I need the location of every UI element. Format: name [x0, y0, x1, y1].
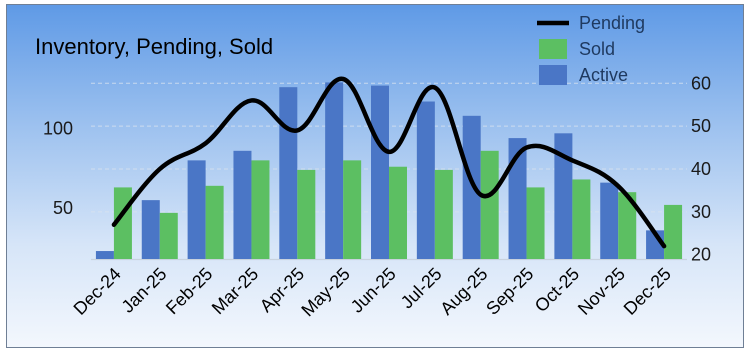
y-right-tick-label: 40	[691, 159, 711, 179]
y-right-tick-label: 60	[691, 73, 711, 93]
legend-label: Sold	[579, 39, 615, 59]
pending-series-line	[111, 76, 667, 249]
chart-svg: 50 100 20 30 40 50 60 Dec-24Jan-25Feb-25Mar-2…	[35, 13, 711, 321]
x-tick-label: Jan-25	[118, 264, 171, 317]
y-right-tick-label: 50	[691, 116, 711, 136]
bar-sold	[480, 150, 499, 259]
x-tick-label: Feb-25	[162, 264, 216, 318]
bar-sold	[572, 179, 591, 259]
bar-active	[508, 138, 527, 259]
legend-label: Pending	[579, 13, 645, 33]
bar-sold	[343, 160, 362, 259]
bar-active	[600, 182, 619, 259]
bar-active	[187, 160, 206, 259]
x-tick-label: Aug-25	[436, 264, 491, 319]
bar-sold	[618, 192, 637, 259]
legend-swatch-box	[539, 65, 567, 85]
bar-sold	[159, 212, 178, 259]
bar-active	[371, 85, 389, 259]
legend: Pending Sold Active	[537, 13, 645, 85]
bar-active	[233, 150, 252, 259]
chart-frame: 50 100 20 30 40 50 60 Dec-24 Jan-25 Feb-25 Mar-2…	[6, 4, 744, 348]
y-right-tick-label: 30	[691, 202, 711, 222]
bars	[95, 82, 683, 260]
x-tick-label: Mar-25	[208, 264, 262, 318]
bar-active	[325, 82, 344, 259]
bar-sold	[251, 160, 270, 259]
x-tick-label: Jun-25	[347, 264, 400, 317]
y-right-tick-label: 20	[691, 245, 711, 265]
bar-active	[554, 133, 573, 259]
bar-sold	[664, 204, 683, 259]
bar-sold	[297, 169, 316, 259]
bar-sold	[205, 185, 224, 259]
bar-sold	[434, 169, 453, 259]
x-axis: Dec-24Jan-25Feb-25Mar-25Apr-25May-25Jun-…	[70, 264, 675, 321]
x-tick-label: Nov-25	[574, 264, 629, 319]
y-left-tick-label: 100	[43, 119, 73, 139]
y-axis-left: 50 100	[43, 119, 73, 219]
pending-line	[111, 76, 667, 249]
bar-active	[462, 115, 481, 260]
x-tick-label: Dec-25	[620, 264, 675, 319]
bar-sold	[526, 187, 545, 259]
bar-active	[95, 251, 114, 259]
chart-title: Inventory, Pending, Sold	[35, 34, 273, 59]
bar-active	[141, 200, 160, 259]
bar-active	[416, 101, 435, 259]
legend-label: Active	[579, 65, 628, 85]
bar-active	[279, 87, 298, 259]
x-tick-label: May-25	[297, 264, 354, 321]
x-tick-label: Dec-24	[70, 264, 125, 319]
bar-sold	[389, 166, 407, 259]
x-tick-label: Oct-25	[531, 264, 583, 316]
x-tick-label: Sep-25	[482, 264, 537, 319]
legend-swatch-box	[539, 39, 567, 59]
y-left-tick-label: 50	[53, 198, 73, 218]
y-axis-right: 20 30 40 50 60	[691, 73, 711, 264]
